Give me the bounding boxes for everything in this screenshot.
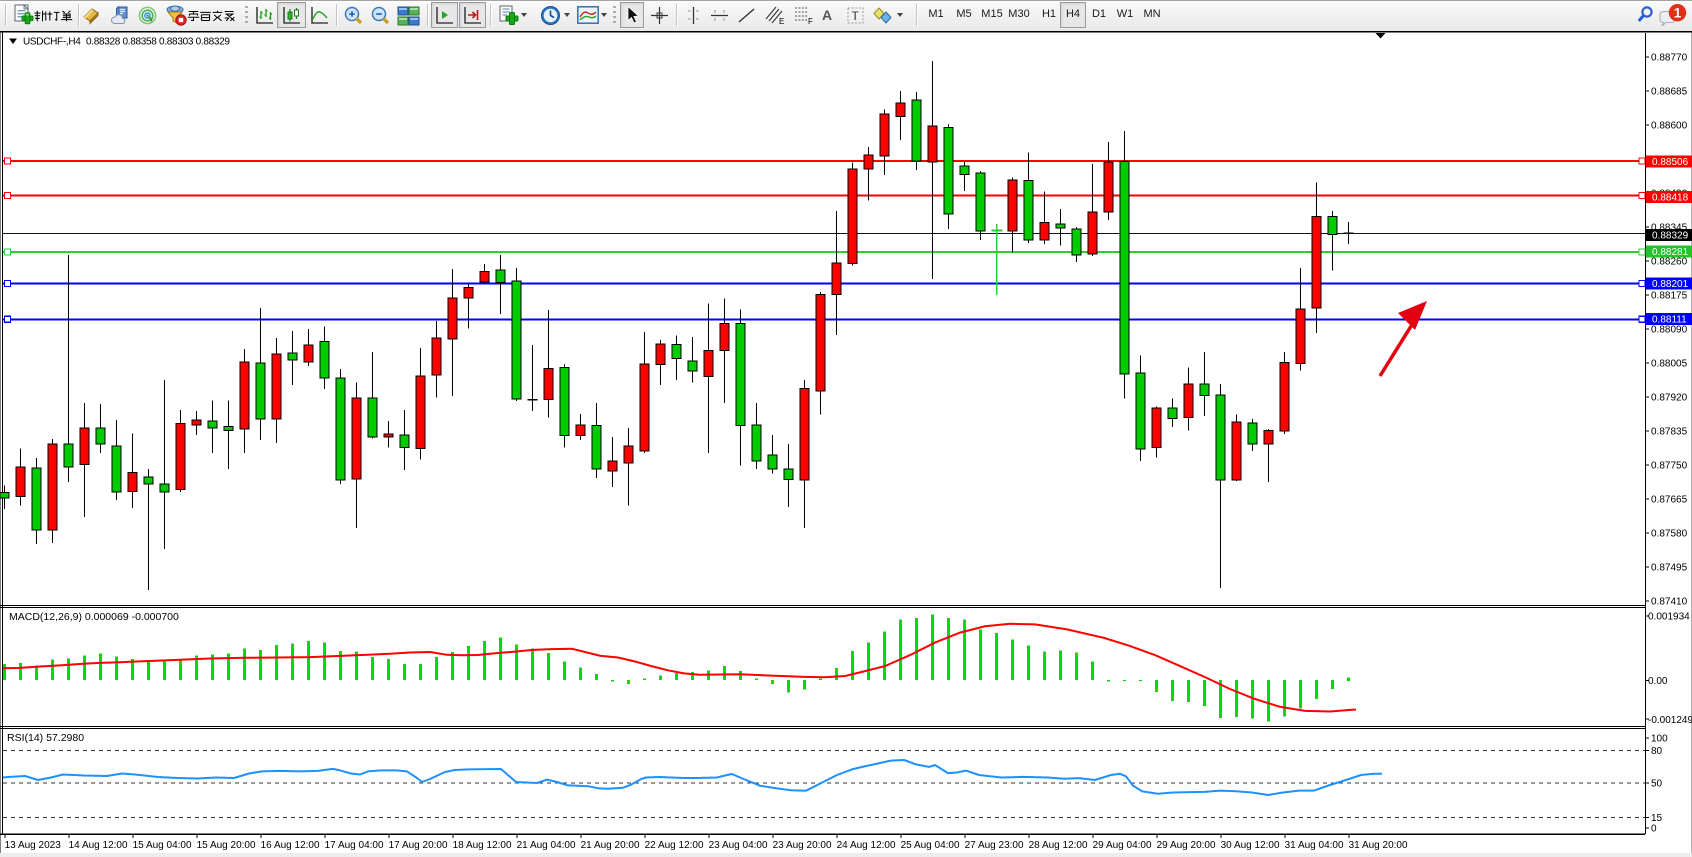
- svg-text:29 Aug 04:00: 29 Aug 04:00: [1093, 840, 1152, 851]
- svg-text:22 Aug 12:00: 22 Aug 12:00: [645, 840, 704, 851]
- svg-text:0.88201: 0.88201: [1652, 279, 1689, 290]
- svg-text:0.87750: 0.87750: [1651, 461, 1688, 472]
- svg-text:0: 0: [1651, 824, 1657, 835]
- svg-text:0.88281: 0.88281: [1652, 247, 1689, 258]
- svg-text:80: 80: [1651, 746, 1663, 757]
- svg-text:0.88005: 0.88005: [1651, 359, 1688, 370]
- svg-text:15 Aug 04:00: 15 Aug 04:00: [133, 840, 192, 851]
- svg-text:21 Aug 04:00: 21 Aug 04:00: [517, 840, 576, 851]
- svg-text:0.87920: 0.87920: [1651, 393, 1688, 404]
- svg-text:1: 1: [1674, 5, 1682, 20]
- svg-text:0.88260: 0.88260: [1651, 257, 1688, 268]
- svg-text:100: 100: [1651, 734, 1668, 745]
- svg-text:30 Aug 12:00: 30 Aug 12:00: [1221, 840, 1280, 851]
- svg-text:18 Aug 12:00: 18 Aug 12:00: [453, 840, 512, 851]
- svg-text:27 Aug 23:00: 27 Aug 23:00: [965, 840, 1024, 851]
- svg-text:0.87835: 0.87835: [1651, 427, 1688, 438]
- svg-text:0.88111: 0.88111: [1652, 315, 1687, 326]
- svg-text:15 Aug 20:00: 15 Aug 20:00: [197, 840, 256, 851]
- svg-text:29 Aug 20:00: 29 Aug 20:00: [1157, 840, 1216, 851]
- svg-text:23 Aug 20:00: 23 Aug 20:00: [773, 840, 832, 851]
- svg-text:E: E: [779, 17, 784, 26]
- svg-text:0.88175: 0.88175: [1651, 291, 1688, 302]
- svg-text:21 Aug 20:00: 21 Aug 20:00: [581, 840, 640, 851]
- svg-text:15: 15: [1651, 813, 1663, 824]
- svg-text:USDCHF-,H4: USDCHF-,H4: [23, 37, 81, 48]
- svg-text:23 Aug 04:00: 23 Aug 04:00: [709, 840, 768, 851]
- svg-text:17 Aug 20:00: 17 Aug 20:00: [389, 840, 448, 851]
- svg-text:24 Aug 12:00: 24 Aug 12:00: [837, 840, 896, 851]
- svg-text:0.88600: 0.88600: [1651, 121, 1688, 132]
- svg-text:0.87495: 0.87495: [1651, 563, 1688, 574]
- svg-text:0.88328 0.88358 0.88303 0.8832: 0.88328 0.88358 0.88303 0.88329: [86, 37, 230, 48]
- svg-text:0.00: 0.00: [1648, 676, 1668, 687]
- svg-text:31 Aug 20:00: 31 Aug 20:00: [1349, 840, 1408, 851]
- svg-text:0.88090: 0.88090: [1651, 325, 1688, 336]
- svg-text:0.88418: 0.88418: [1652, 193, 1689, 204]
- svg-text:25 Aug 04:00: 25 Aug 04:00: [901, 840, 960, 851]
- svg-text:0.88685: 0.88685: [1651, 87, 1688, 98]
- svg-text:-0.001249: -0.001249: [1648, 715, 1692, 726]
- svg-text:0.87580: 0.87580: [1651, 529, 1688, 540]
- svg-text:RSI(14) 57.2980: RSI(14) 57.2980: [7, 732, 84, 744]
- svg-text:17 Aug 04:00: 17 Aug 04:00: [325, 840, 384, 851]
- svg-text:0.88506: 0.88506: [1652, 157, 1689, 168]
- svg-text:0.88345: 0.88345: [1651, 223, 1688, 234]
- svg-text:31 Aug 04:00: 31 Aug 04:00: [1285, 840, 1344, 851]
- svg-text:13 Aug 2023: 13 Aug 2023: [5, 840, 62, 851]
- svg-text:0.001934: 0.001934: [1648, 612, 1690, 623]
- svg-text:MACD(12,26,9) 0.000069 -0.0007: MACD(12,26,9) 0.000069 -0.000700: [9, 611, 179, 623]
- svg-text:0.87665: 0.87665: [1651, 495, 1688, 506]
- svg-text:14 Aug 12:00: 14 Aug 12:00: [69, 840, 128, 851]
- svg-text:T: T: [852, 9, 860, 23]
- svg-text:0.87410: 0.87410: [1651, 597, 1688, 608]
- svg-text:0.88770: 0.88770: [1651, 53, 1688, 64]
- svg-text:50: 50: [1651, 779, 1663, 790]
- svg-text:0.88329: 0.88329: [1652, 231, 1689, 242]
- svg-text:16 Aug 12:00: 16 Aug 12:00: [261, 840, 320, 851]
- svg-text:F: F: [808, 17, 813, 26]
- svg-text:28 Aug 12:00: 28 Aug 12:00: [1029, 840, 1088, 851]
